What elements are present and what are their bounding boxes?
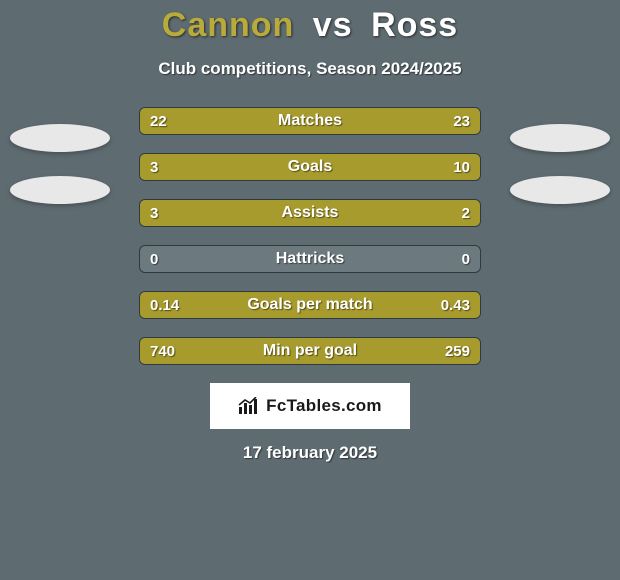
player-oval-left	[10, 176, 110, 204]
comparison-infographic: Cannon vs Ross Club competitions, Season…	[0, 0, 620, 580]
stat-label: Hattricks	[140, 246, 480, 272]
snapshot-date: 17 february 2025	[0, 443, 620, 463]
stat-row: 310Goals	[139, 153, 481, 181]
subtitle: Club competitions, Season 2024/2025	[0, 59, 620, 79]
stat-label: Assists	[140, 200, 480, 226]
stat-row: 2223Matches	[139, 107, 481, 135]
stat-label: Min per goal	[140, 338, 480, 364]
stat-row: 32Assists	[139, 199, 481, 227]
stat-rows: 2223Matches 310Goals 32Assists 00Hattricks 0…	[139, 107, 481, 365]
player-oval-right	[510, 124, 610, 152]
title-player1: Cannon	[162, 6, 295, 44]
stat-label: Goals	[140, 154, 480, 180]
brand-text: FcTables.com	[266, 396, 382, 416]
stat-row: 0.140.43Goals per match	[139, 291, 481, 319]
stat-label: Matches	[140, 108, 480, 134]
brand-badge: FcTables.com	[210, 383, 410, 429]
player-oval-right	[510, 176, 610, 204]
stat-row: 00Hattricks	[139, 245, 481, 273]
title-vs: vs	[313, 6, 353, 44]
stat-row: 740259Min per goal	[139, 337, 481, 365]
brand-chart-icon	[238, 397, 260, 415]
player-oval-left	[10, 124, 110, 152]
stat-label: Goals per match	[140, 292, 480, 318]
page-title: Cannon vs Ross	[0, 6, 620, 45]
title-player2: Ross	[371, 6, 458, 44]
